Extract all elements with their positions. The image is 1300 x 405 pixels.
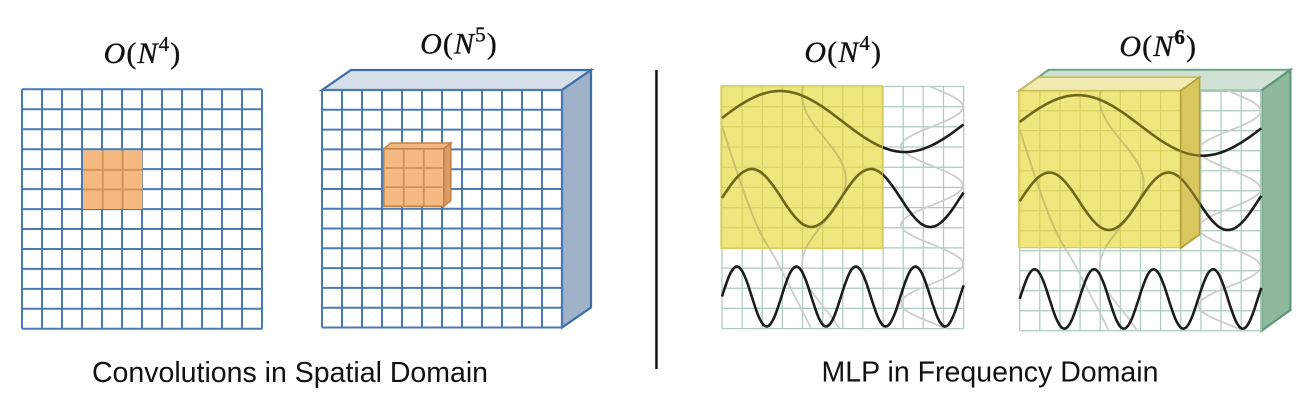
svg-text:O(N5): O(N5): [420, 22, 498, 60]
svg-text:O(N6): O(N6): [1119, 25, 1197, 63]
svg-text:O(N4): O(N4): [104, 32, 182, 70]
svg-text:MLP in Frequency Domain: MLP in Frequency Domain: [822, 357, 1159, 389]
svg-text:Convolutions in Spatial Domain: Convolutions in Spatial Domain: [92, 357, 488, 389]
svg-text:O(N4): O(N4): [804, 31, 882, 69]
